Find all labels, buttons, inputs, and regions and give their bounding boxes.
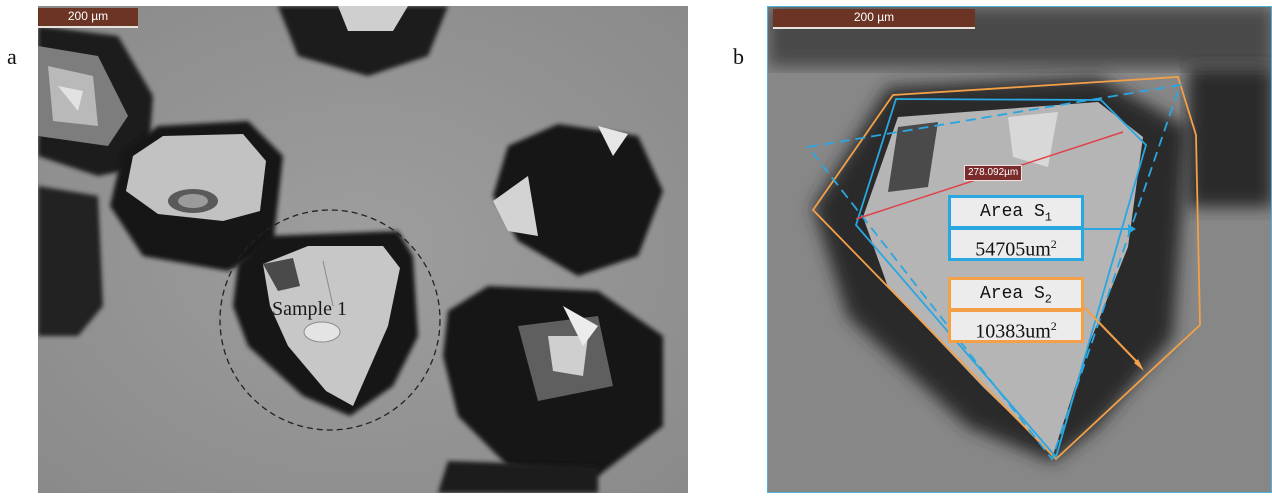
blue-outline bbox=[854, 98, 1148, 459]
panel-a-letter: a bbox=[7, 44, 17, 69]
sample-highlight-circle bbox=[219, 209, 441, 431]
micrograph-panel-a: 200 µm Sample 1 bbox=[38, 6, 688, 493]
panel-b-letter: b bbox=[733, 44, 744, 69]
scale-bar-b: 200 µm bbox=[773, 9, 975, 29]
area-s2-value: 10383um2 bbox=[948, 309, 1084, 343]
area-s1-title: Area S1 bbox=[948, 195, 1084, 229]
area-s2-title: Area S2 bbox=[948, 277, 1084, 311]
area-s1-value: 54705um2 bbox=[948, 227, 1084, 261]
micrograph-a-image bbox=[38, 6, 688, 493]
sample-label: Sample 1 bbox=[272, 298, 347, 320]
micrograph-panel-b: 200 µm 278.092µm Area S1 54705um2 Area S… bbox=[767, 6, 1272, 493]
measurement-label: 278.092µm bbox=[964, 165, 1023, 181]
scale-bar-a: 200 µm bbox=[38, 8, 138, 28]
orange-outline bbox=[811, 76, 1201, 461]
